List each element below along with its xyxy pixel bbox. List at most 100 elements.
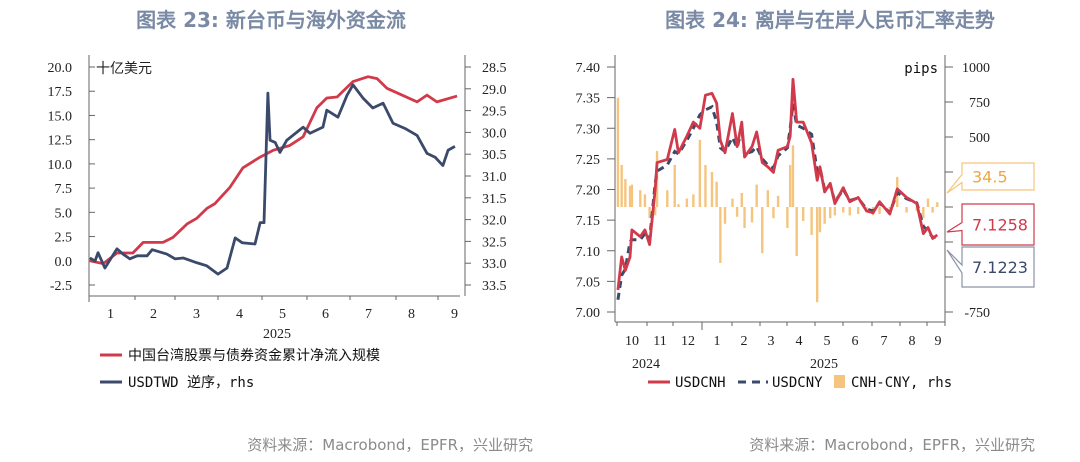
spread-bar bbox=[905, 207, 908, 213]
left-chart-title: 图表 23: 新台币与海外资金流 bbox=[136, 8, 406, 32]
legend-label-spread: CNH-CNY, rhs bbox=[851, 375, 952, 391]
spread-bar bbox=[698, 139, 702, 207]
x-tick-label: 4 bbox=[236, 307, 243, 322]
spread-bar bbox=[630, 184, 634, 207]
y-tick-label: 5.0 bbox=[55, 206, 73, 221]
x-tick-label: 12 bbox=[681, 334, 695, 349]
spread-bar bbox=[639, 190, 642, 207]
spread-bar bbox=[766, 190, 770, 207]
legend-label-usdcnh: USDCNH bbox=[675, 375, 726, 391]
x-tick-label: 7 bbox=[881, 334, 888, 349]
y-tick-label: 7.35 bbox=[576, 92, 601, 107]
x-tick-label: 11 bbox=[653, 334, 666, 349]
spread-bar bbox=[704, 165, 707, 207]
x-tick-label: 1 bbox=[107, 307, 114, 322]
spread-bar bbox=[673, 165, 676, 207]
spread-bar bbox=[922, 207, 925, 219]
left-source-note: 资料来源：Macrobond，EPFR，兴业研究 bbox=[247, 436, 533, 454]
y-tick-label: -2.5 bbox=[50, 279, 72, 294]
flow-series-line bbox=[89, 75, 458, 266]
spread-bar bbox=[791, 145, 795, 207]
legend-swatch-spread bbox=[834, 375, 845, 388]
spread-bar bbox=[743, 207, 746, 228]
y2-tick-label: 30.5 bbox=[482, 148, 507, 163]
y-tick-label: 7.5 bbox=[55, 182, 73, 197]
spread-bar bbox=[692, 194, 695, 207]
spread-bar bbox=[926, 198, 930, 207]
x-tick-label: 5 bbox=[279, 307, 286, 322]
y-tick-label: 7.00 bbox=[576, 306, 601, 321]
spread-bar bbox=[710, 172, 714, 207]
x-tick-label: 6 bbox=[852, 334, 859, 349]
y-tick-label: 7.10 bbox=[576, 245, 601, 260]
spread-bar bbox=[643, 194, 647, 207]
spread-bar bbox=[731, 198, 734, 207]
y2-tick-label: 750 bbox=[969, 96, 990, 111]
y2-unit-label: pips bbox=[904, 61, 938, 77]
spread-bar bbox=[802, 207, 805, 221]
spread-bar bbox=[936, 202, 939, 207]
spread-bar bbox=[788, 165, 792, 207]
spread-bar bbox=[723, 207, 727, 224]
spread-bar bbox=[842, 207, 845, 213]
y-tick-label: 2.5 bbox=[55, 231, 73, 246]
spread-bar bbox=[666, 190, 669, 207]
right-chart-title: 图表 24: 离岸与在岸人民币汇率走势 bbox=[665, 8, 995, 32]
spread-bar bbox=[815, 207, 819, 303]
y-tick-label: 20.0 bbox=[48, 61, 73, 76]
x-tick-label: 6 bbox=[322, 307, 329, 322]
x-axis-year-label: 2025 bbox=[263, 327, 291, 342]
legend-label-flow: 中国台湾股票与债券资金累计净流入规模 bbox=[128, 347, 380, 364]
usdcny-series-line bbox=[616, 103, 938, 300]
y-tick-label: 12.5 bbox=[48, 134, 73, 149]
spread-bar bbox=[620, 165, 623, 207]
spread-bar bbox=[795, 207, 798, 256]
spread-bar bbox=[750, 207, 754, 223]
spread-bar bbox=[719, 207, 722, 263]
spread-bar bbox=[818, 207, 822, 233]
value-callout-label: 7.1223 bbox=[972, 258, 1028, 277]
legend-label-usdtwd: USDTWD 逆序，rhs bbox=[128, 375, 254, 391]
spread-bar bbox=[856, 207, 860, 214]
y-tick-label: 15.0 bbox=[48, 109, 73, 124]
y-tick-label: 10.0 bbox=[48, 158, 73, 173]
y2-tick-label: 28.5 bbox=[482, 61, 507, 76]
x-tick-label: 9 bbox=[451, 307, 458, 322]
spread-bar bbox=[685, 198, 689, 207]
x-tick-label: 8 bbox=[408, 307, 415, 322]
y-tick-label: 7.15 bbox=[576, 214, 601, 229]
y2-tick-label: 31.5 bbox=[482, 192, 507, 207]
spread-bar bbox=[878, 207, 881, 214]
x-tick-label: 5 bbox=[824, 334, 831, 349]
y-tick-label: 7.05 bbox=[576, 275, 601, 290]
usdcnh-series-line bbox=[616, 77, 939, 291]
spread-bar bbox=[776, 195, 780, 207]
spread-bar bbox=[616, 97, 620, 207]
y-tick-label: 7.25 bbox=[576, 153, 601, 168]
x-tick-label: 8 bbox=[909, 334, 916, 349]
x-year-label: 2025 bbox=[810, 357, 838, 372]
spread-bar bbox=[931, 207, 934, 213]
spread-bar bbox=[735, 207, 739, 217]
x-tick-label: 10 bbox=[625, 334, 639, 349]
x-tick-label: 1 bbox=[714, 334, 721, 349]
y2-tick-label: 500 bbox=[969, 131, 990, 146]
x-year-label: 2024 bbox=[632, 357, 660, 372]
y2-tick-label: 31.0 bbox=[482, 170, 507, 185]
x-tick-label: 3 bbox=[193, 307, 200, 322]
y2-tick-label: 29.5 bbox=[482, 105, 507, 120]
spread-bar bbox=[786, 207, 789, 228]
spread-bar bbox=[715, 181, 718, 207]
spread-bar bbox=[761, 207, 764, 254]
y2-tick-label: 32.0 bbox=[482, 214, 507, 229]
spread-bar bbox=[772, 207, 775, 219]
y-tick-label: 0.0 bbox=[55, 255, 73, 270]
value-callout-box bbox=[946, 162, 1035, 194]
spread-bar bbox=[833, 207, 837, 216]
spread-bar bbox=[755, 184, 758, 207]
x-tick-label: 2 bbox=[741, 334, 748, 349]
right-source-note: 资料来源：Macrobond，EPFR，兴业研究 bbox=[749, 436, 1035, 454]
y2-tick-label: 33.0 bbox=[482, 257, 507, 272]
y-tick-label: 17.5 bbox=[48, 85, 73, 100]
